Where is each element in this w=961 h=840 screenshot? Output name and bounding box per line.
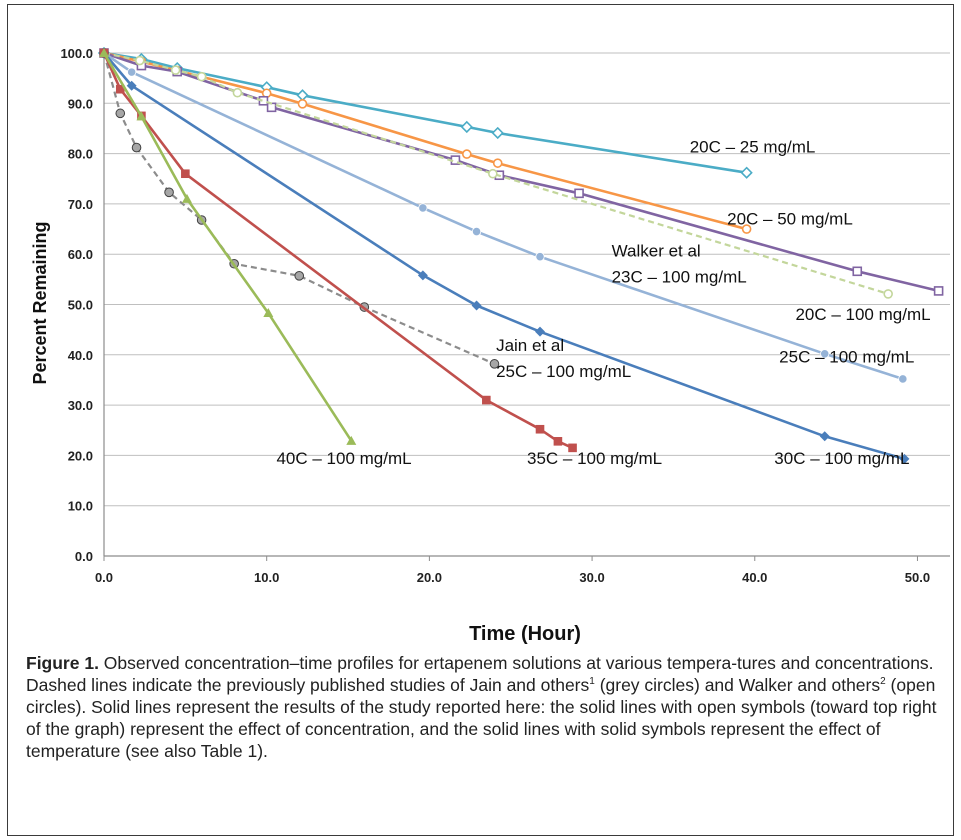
x-tick-label: 0.0 [95,570,113,585]
series-5 [99,48,910,464]
caption-label: Figure 1. [26,653,99,673]
x-tick-label: 40.0 [742,570,767,585]
line-chart: 0.0 10.0 20.0 30.0 40.0 50.0 60.0 70.0 80.0 90.0 1… [30,46,950,645]
data-point [460,120,473,134]
data-point [740,166,753,179]
series-label: 20C – 100 mg/mL [795,305,930,324]
series-label: 25C – 100 mg/mL [779,347,914,366]
series-8 [99,48,357,445]
data-point [418,203,428,213]
series-label: 20C – 25 mg/mL [690,138,816,157]
y-tick-label: 90.0 [68,96,93,111]
y-tick-label: 0.0 [75,549,93,564]
x-axis-label: Time (Hour) [469,623,581,645]
caption-text-b: (grey circles) and Walker and others [594,675,881,695]
data-point [232,87,243,98]
series-2 [99,48,944,296]
data-point [136,111,147,121]
data-point [115,108,126,119]
data-point [482,395,491,405]
data-point [933,286,944,296]
data-point [488,168,498,179]
tick-labels: 0.0 10.0 20.0 30.0 40.0 50.0 60.0 70.0 80.0 90.0 1… [60,46,930,585]
y-tick-label: 10.0 [68,499,93,514]
data-point [417,270,428,281]
y-tick-label: 70.0 [68,197,93,212]
series-label: 40C – 100 mg/mL [276,449,411,468]
data-point [126,80,137,91]
y-axis-label: Percent Remaining [30,221,50,384]
series-line [102,52,353,442]
series-label: 35C – 100 mg/mL [527,449,662,468]
data-point [535,252,545,262]
data-point [164,187,174,198]
series-line [103,51,747,174]
data-point [899,453,910,464]
data-point [574,188,584,199]
data-point [852,266,863,277]
data-point [820,349,830,359]
y-tick-label: 100.0 [60,46,93,61]
y-tick-label: 60.0 [68,247,93,262]
figure-caption: Figure 1. Observed concentration–time pr… [26,652,946,762]
data-point [134,55,145,66]
data-point [471,226,482,237]
data-point [170,65,181,75]
data-point [346,435,357,445]
data-point [196,71,207,82]
series-label: 23C – 100 mg/mL [612,268,747,287]
caption-text-c: (open circles). Solid lines represent th… [26,675,937,761]
data-point [471,300,482,311]
y-tick-label: 40.0 [68,348,93,363]
y-tick-label: 20.0 [68,448,93,463]
caption-text-a: Observed concentration–time profiles for… [26,653,934,695]
series-label: 20C – 50 mg/mL [727,210,853,229]
caption-ref-1: 1 [589,676,595,688]
data-point [181,169,190,179]
series-label: Walker et al [612,242,701,261]
x-tick-label: 50.0 [905,570,930,585]
series-label: 30C – 100 mg/mL [774,449,909,468]
data-point [568,443,577,453]
data-point [491,126,504,140]
data-point [535,326,546,337]
data-point [819,431,830,442]
x-tick-label: 30.0 [579,570,604,585]
figure-frame [7,4,954,836]
x-tick-label: 20.0 [417,570,442,585]
data-point [131,142,142,153]
data-point [263,308,274,318]
series-0 [97,46,753,179]
y-tick-label: 30.0 [68,398,93,413]
series-group [97,46,944,464]
x-tick-label: 10.0 [254,570,279,585]
series-line [102,52,495,365]
data-point [99,48,109,57]
data-point [127,67,137,77]
series-label: Jain et al [496,336,564,355]
y-tick-label: 80.0 [68,147,93,162]
series-7 [99,48,577,453]
data-point [492,158,503,168]
data-point [883,289,893,299]
data-point [294,271,305,281]
data-point [741,224,752,234]
y-tick-label: 50.0 [68,298,93,313]
data-point [462,149,472,159]
series-label: 25C – 100 mg/mL [496,362,631,381]
data-point [181,193,192,203]
series-3 [99,48,893,299]
data-point [296,89,309,102]
series-6 [99,48,500,369]
data-point [898,374,908,384]
data-point [535,424,545,434]
data-point [115,84,125,94]
data-point [297,99,308,109]
series-labels: 20C – 25 mg/mL 20C – 50 mg/mL 20C – 100 mg… [276,138,930,468]
data-point [489,359,500,369]
caption-ref-2: 2 [880,676,886,688]
axes [103,53,950,561]
data-point [553,437,563,446]
